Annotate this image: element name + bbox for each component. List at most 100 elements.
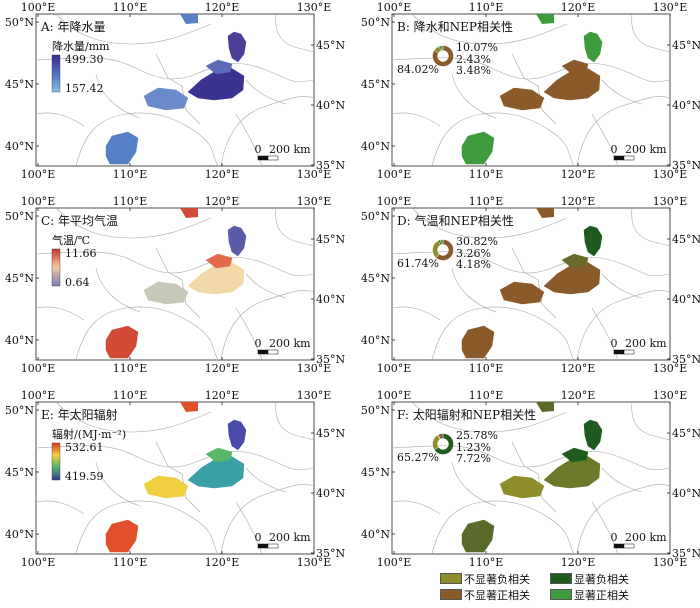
top-tick-label: 110°E	[469, 1, 504, 14]
donut-slice	[437, 433, 444, 440]
colorbar-max-label: 11.66	[65, 247, 97, 260]
top-tick-label: 120°E	[205, 1, 240, 14]
top-tick-label: 130°E	[653, 1, 688, 14]
right-tick-label: 40°N	[316, 99, 345, 112]
left-tick-label: 50°N	[361, 16, 390, 29]
right-tick-label: 45°N	[672, 427, 700, 440]
donut-label: 61.74%	[397, 257, 439, 270]
right-tick-label: 35°N	[672, 547, 700, 560]
region-fragment	[536, 208, 554, 218]
vegetation-region	[187, 455, 245, 489]
left-tick-label: 45°N	[361, 78, 390, 91]
scale-zero: 0	[611, 143, 618, 156]
map-panel-a: 100°E 110°E 120°E 130°E 100°E 110°E 120°E 130°E…	[0, 0, 350, 186]
top-tick-label: 100°E	[377, 389, 412, 402]
legend-label: 显著正相关	[574, 589, 629, 602]
donut-label: 1.23%	[456, 441, 491, 454]
bottom-tick-label: 110°E	[113, 556, 148, 569]
donut-label: 30.82%	[456, 235, 498, 248]
panel-title: A: 年降水量	[40, 20, 106, 34]
left-tick-label: 50°N	[5, 16, 34, 29]
map-panel-f: 100°E 110°E 120°E 130°E 100°E 110°E 120°E 130°E…	[356, 388, 700, 574]
vegetation-region	[499, 475, 545, 499]
scale-label: 200 km	[269, 531, 311, 544]
right-tick-label: 40°N	[672, 487, 700, 500]
vegetation-region	[205, 59, 233, 75]
left-tick-label: 50°N	[5, 404, 34, 417]
bottom-tick-label: 110°E	[113, 362, 148, 375]
bottom-tick-label: 130°E	[653, 556, 688, 569]
donut-label: 7.72%	[456, 452, 491, 465]
scale-label: 200 km	[269, 337, 311, 350]
vegetation-region	[205, 447, 233, 463]
vegetation-region	[227, 225, 247, 257]
right-tick-label: 45°N	[316, 427, 345, 440]
bottom-tick-label: 130°E	[297, 556, 332, 569]
region-fragment	[536, 402, 554, 412]
bottom-tick-label: 100°E	[377, 168, 412, 181]
left-tick-label: 40°N	[5, 140, 34, 153]
top-tick-label: 110°E	[469, 389, 504, 402]
correlation-donut	[432, 45, 454, 67]
right-tick-label: 40°N	[316, 487, 345, 500]
donut-label: 4.18%	[456, 258, 491, 271]
donut-label: 25.78%	[456, 429, 498, 442]
left-tick-label: 40°N	[361, 334, 390, 347]
bottom-tick-label: 110°E	[469, 362, 504, 375]
legend-item-sig-neg: 显著负相关	[550, 573, 629, 586]
colorbar-min-label: 0.64	[65, 276, 90, 289]
bottom-tick-label: 100°E	[377, 362, 412, 375]
donut-slice	[440, 239, 444, 245]
colorbar-title: 降水量/mm	[52, 39, 110, 53]
right-tick-label: 35°N	[316, 159, 345, 172]
admin-boundaries	[391, 13, 671, 167]
bottom-tick-label: 120°E	[205, 362, 240, 375]
bottom-tick-label: 100°E	[21, 556, 56, 569]
right-tick-label: 35°N	[316, 353, 345, 366]
bottom-tick-label: 100°E	[21, 168, 56, 181]
vegetation-region	[583, 419, 603, 451]
panel-title: E: 年太阳辐射	[41, 407, 118, 422]
vegetation-region	[187, 261, 245, 295]
scale-zero: 0	[255, 531, 262, 544]
donut-label: 10.07%	[456, 41, 498, 54]
left-tick-label: 40°N	[5, 528, 34, 541]
left-tick-label: 50°N	[361, 404, 390, 417]
legend-label: 显著负相关	[574, 573, 629, 586]
scale-bar: 0 200 km	[611, 143, 667, 161]
colorbar-min-label: 157.42	[65, 82, 104, 95]
admin-boundaries	[391, 401, 671, 555]
top-tick-label: 130°E	[653, 195, 688, 208]
scale-zero: 0	[611, 337, 618, 350]
donut-label: 3.48%	[456, 64, 491, 77]
legend-swatch	[440, 589, 462, 600]
scale-label: 200 km	[269, 143, 311, 156]
vegetation-region	[561, 253, 589, 269]
vegetation-region	[561, 59, 589, 75]
correlation-donut	[432, 239, 454, 261]
left-tick-label: 45°N	[5, 466, 34, 479]
top-tick-label: 110°E	[113, 195, 148, 208]
vegetation-region	[227, 419, 247, 451]
right-tick-label: 45°N	[672, 39, 700, 52]
legend-item-sig-pos: 显著正相关	[550, 589, 629, 602]
top-tick-label: 120°E	[561, 195, 596, 208]
scale-bar: 0 200 km	[255, 337, 311, 355]
vegetation-region	[499, 281, 545, 305]
top-tick-label: 100°E	[377, 195, 412, 208]
vegetation-region	[543, 67, 601, 101]
bottom-tick-label: 130°E	[297, 362, 332, 375]
correlation-legend: 不显著负相关 不显著正相关 显著负相关 显著正相关	[440, 573, 690, 605]
colorbar-max-label: 532.61	[65, 441, 104, 454]
colorbar-min-label: 419.59	[65, 470, 104, 483]
scale-zero: 0	[611, 531, 618, 544]
map-panel-b: 100°E 110°E 120°E 130°E 100°E 110°E 120°E 130°E…	[356, 0, 700, 186]
admin-boundaries	[35, 13, 315, 167]
scale-label: 200 km	[625, 531, 667, 544]
left-tick-label: 45°N	[361, 272, 390, 285]
top-tick-label: 110°E	[113, 389, 148, 402]
top-tick-label: 110°E	[469, 195, 504, 208]
scale-bar: 0 200 km	[611, 337, 667, 355]
donut-label: 2.43%	[456, 53, 491, 66]
vegetation-region	[561, 447, 589, 463]
